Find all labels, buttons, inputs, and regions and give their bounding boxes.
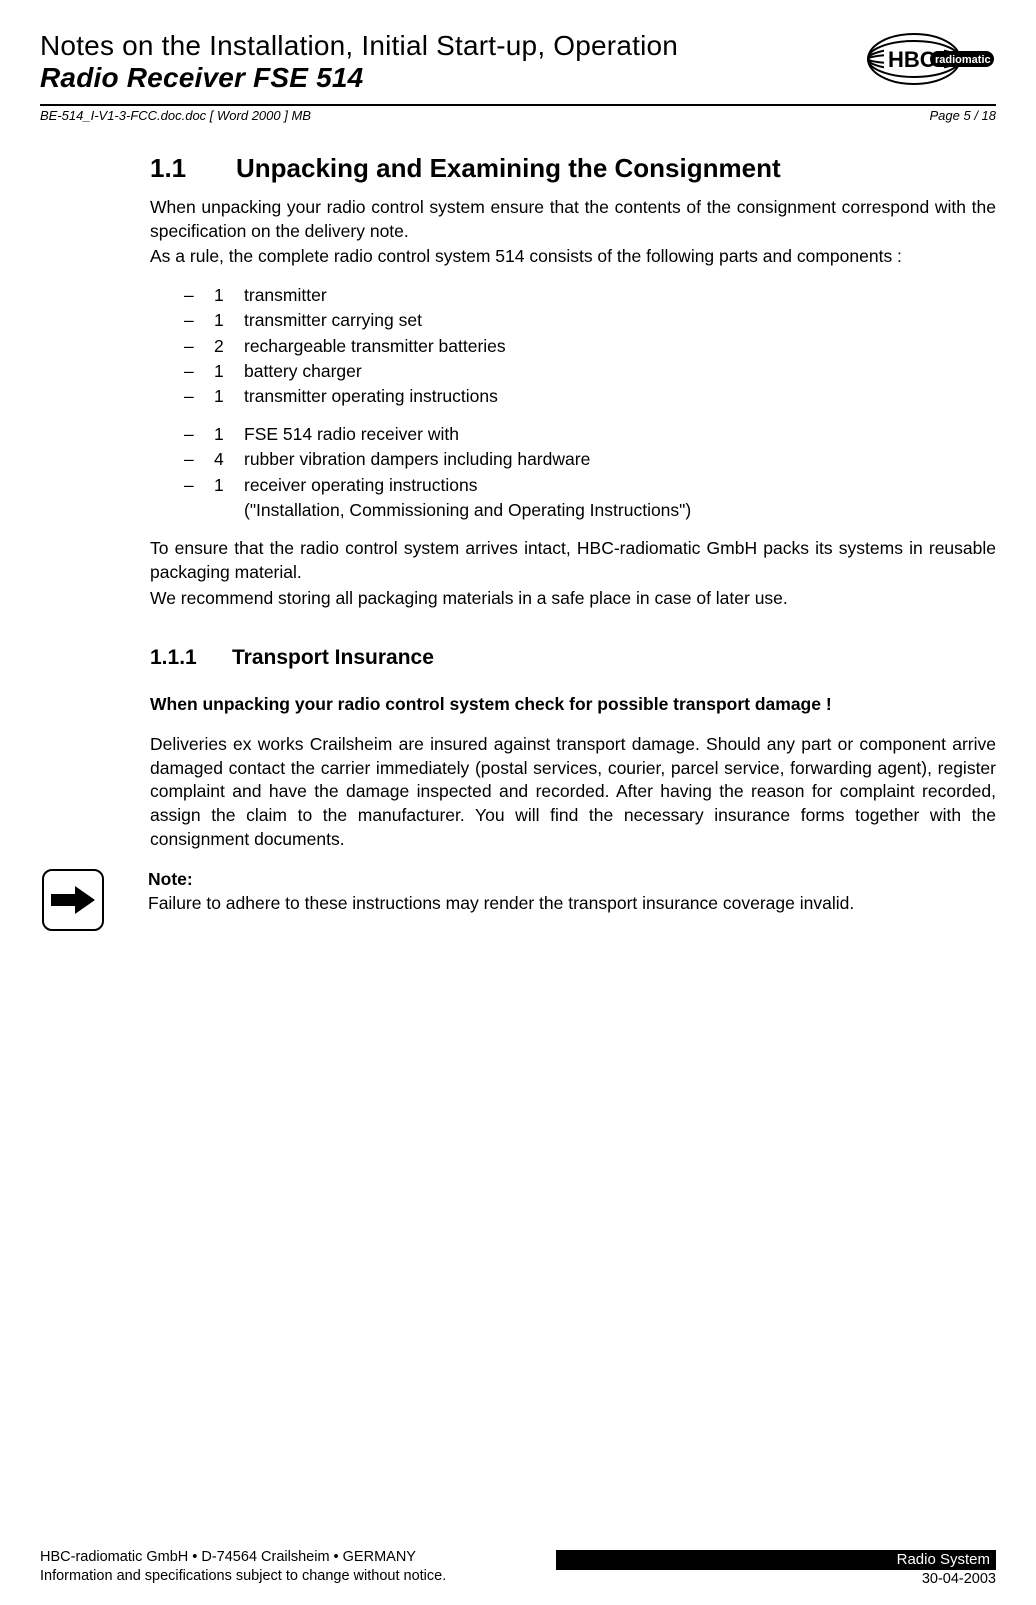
arrow-note-icon	[42, 869, 104, 931]
list-item: –1FSE 514 radio receiver with	[184, 422, 996, 447]
page-number: Page 5 / 18	[930, 108, 997, 123]
section-title: Unpacking and Examining the Consignment	[236, 153, 781, 183]
footer-date: 30-04-2003	[556, 1571, 996, 1587]
list-item: –1battery charger	[184, 359, 996, 384]
note-text: Note: Failure to adhere to these instruc…	[148, 869, 996, 918]
intro-para-1: When unpacking your radio control system…	[150, 196, 996, 243]
footer-right: Radio System 30-04-2003	[556, 1550, 996, 1587]
footer-system-bar: Radio System	[556, 1550, 996, 1570]
footer-left: HBC-radiomatic GmbH • D-74564 Crailsheim…	[40, 1548, 446, 1587]
page-header: Notes on the Installation, Initial Start…	[0, 0, 1036, 100]
subsection-title: Transport Insurance	[232, 646, 434, 669]
intro-para-2: As a rule, the complete radio control sy…	[150, 245, 996, 269]
note-label: Note:	[148, 869, 996, 890]
note-block: Note: Failure to adhere to these instruc…	[42, 869, 996, 931]
list-item: –1transmitter operating instructions	[184, 384, 996, 409]
doc-title-line2: Radio Receiver FSE 514	[40, 62, 866, 94]
list-item-sub: ("Installation, Commissioning and Operat…	[184, 498, 996, 523]
logo-svg: HBC radiomatic	[866, 32, 996, 87]
parts-list: –1transmitter –1transmitter carrying set…	[184, 283, 996, 523]
subsection-number: 1.1.1	[150, 646, 232, 670]
logo-text-hbc: HBC	[888, 47, 936, 72]
section-number: 1.1	[150, 153, 236, 184]
section-heading: 1.1Unpacking and Examining the Consignme…	[150, 153, 996, 184]
doc-reference: BE-514_I-V1-3-FCC.doc.doc [ Word 2000 ] …	[40, 108, 311, 123]
list-item: –1transmitter	[184, 283, 996, 308]
footer-bar: HBC-radiomatic GmbH • D-74564 Crailsheim…	[40, 1548, 996, 1587]
header-row: Notes on the Installation, Initial Start…	[40, 30, 996, 94]
transport-warning-bold: When unpacking your radio control system…	[150, 694, 996, 715]
transport-body: Deliveries ex works Crailsheim are insur…	[150, 733, 996, 851]
hbc-radiomatic-logo: HBC radiomatic	[866, 32, 996, 87]
page-footer: HBC-radiomatic GmbH • D-74564 Crailsheim…	[40, 1548, 996, 1587]
packaging-para-1: To ensure that the radio control system …	[150, 537, 996, 584]
doc-title-line1: Notes on the Installation, Initial Start…	[40, 30, 866, 62]
list-item: –4rubber vibration dampers including har…	[184, 447, 996, 472]
meta-row: BE-514_I-V1-3-FCC.doc.doc [ Word 2000 ] …	[0, 108, 1036, 123]
list-item: –1receiver operating instructions	[184, 473, 996, 498]
footer-company: HBC-radiomatic GmbH • D-74564 Crailsheim…	[40, 1548, 446, 1568]
subsection-heading: 1.1.1Transport Insurance	[150, 646, 996, 670]
packaging-para-2: We recommend storing all packaging mater…	[150, 587, 996, 611]
list-item: –2rechargeable transmitter batteries	[184, 334, 996, 359]
note-body: Failure to adhere to these instructions …	[148, 892, 996, 916]
content-area: 1.1Unpacking and Examining the Consignme…	[0, 123, 1036, 931]
header-titles: Notes on the Installation, Initial Start…	[40, 30, 866, 94]
logo-text-radiomatic: radiomatic	[935, 54, 991, 66]
footer-disclaimer: Information and specifications subject t…	[40, 1567, 446, 1587]
header-rule	[40, 104, 996, 106]
list-item: –1transmitter carrying set	[184, 308, 996, 333]
